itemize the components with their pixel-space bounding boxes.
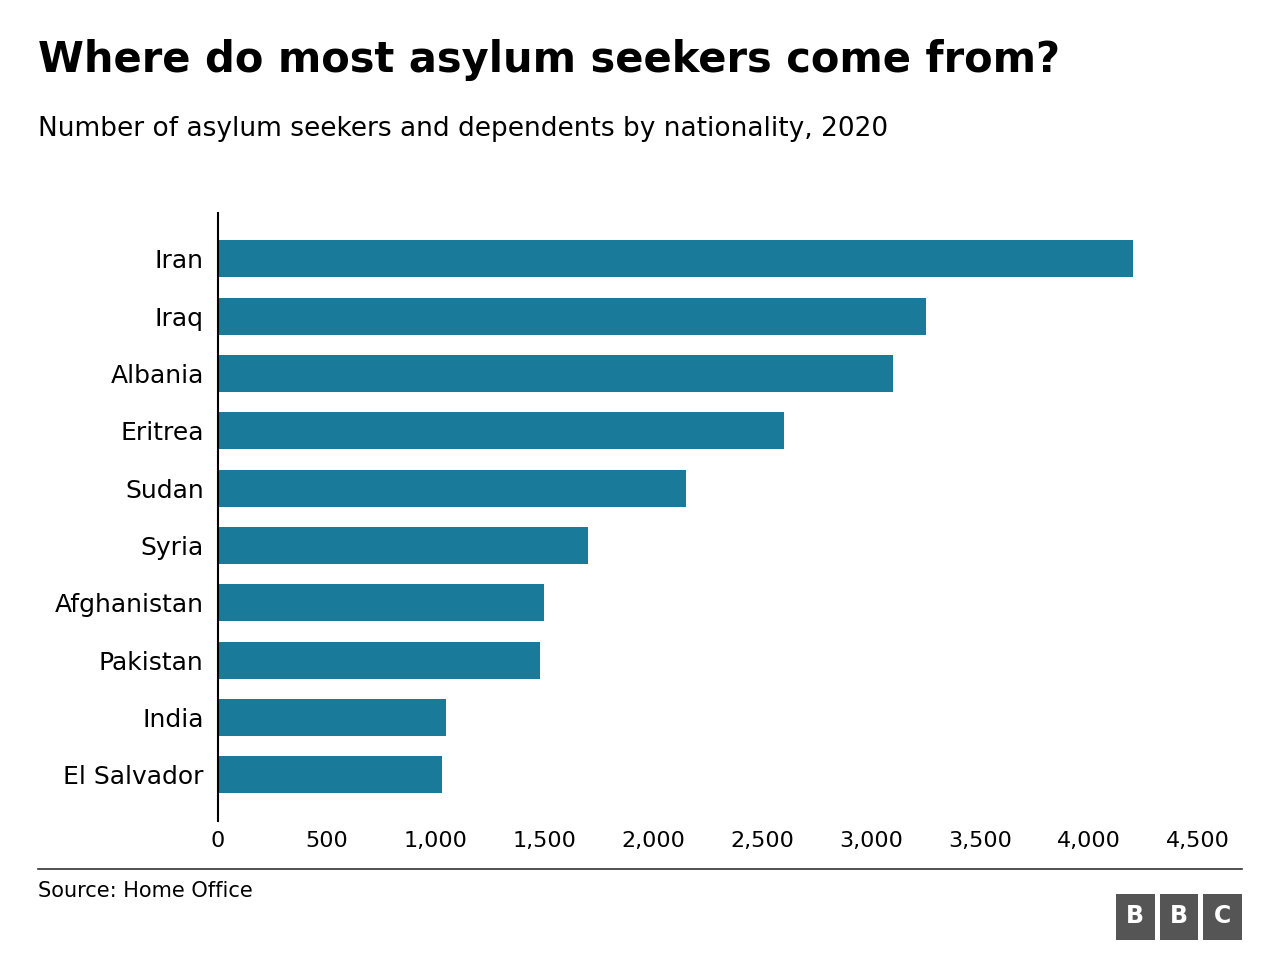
Text: B: B xyxy=(1170,904,1188,927)
Bar xyxy=(218,469,686,507)
Bar xyxy=(218,298,925,335)
Bar xyxy=(218,756,442,793)
Bar xyxy=(218,355,893,392)
Bar xyxy=(218,412,785,449)
Bar xyxy=(218,526,588,564)
Text: C: C xyxy=(1213,904,1231,927)
Text: Source: Home Office: Source: Home Office xyxy=(38,881,253,901)
Bar xyxy=(218,241,1133,277)
Text: Where do most asylum seekers come from?: Where do most asylum seekers come from? xyxy=(38,39,1061,80)
Text: B: B xyxy=(1126,904,1144,927)
Bar xyxy=(218,641,540,679)
Bar xyxy=(218,584,544,621)
Text: Number of asylum seekers and dependents by nationality, 2020: Number of asylum seekers and dependents … xyxy=(38,116,888,142)
Bar xyxy=(218,698,447,736)
